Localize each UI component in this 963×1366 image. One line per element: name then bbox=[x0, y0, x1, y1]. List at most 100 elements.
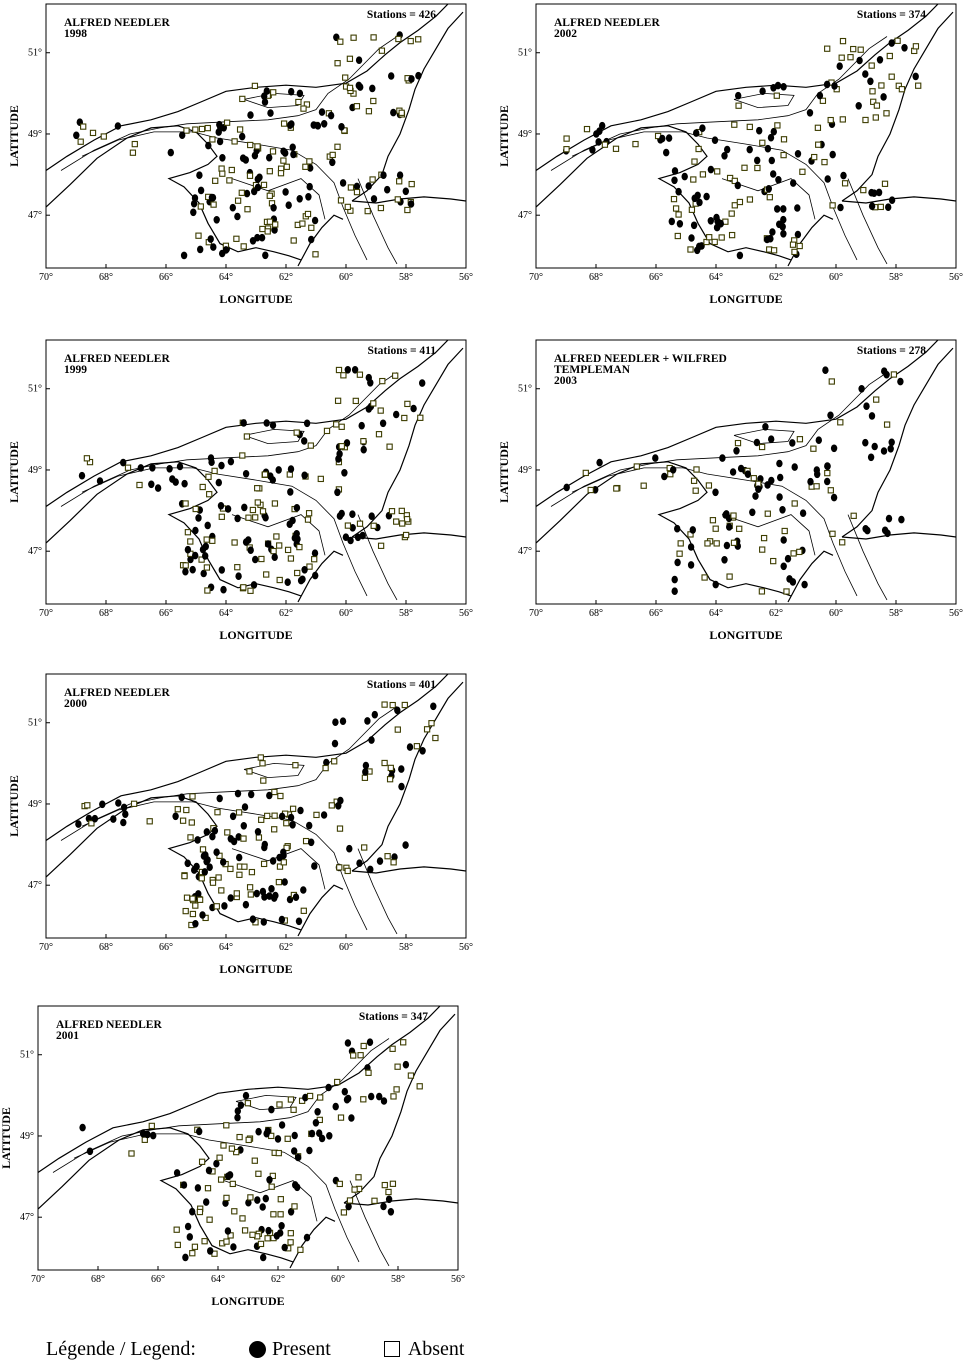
station-absent-marker bbox=[781, 527, 788, 535]
station-present-marker bbox=[380, 1202, 387, 1211]
station-present-marker bbox=[824, 175, 831, 183]
station-present-marker bbox=[756, 126, 763, 135]
station-present-marker bbox=[289, 821, 296, 829]
station-present-marker bbox=[596, 458, 603, 467]
station-absent-marker bbox=[612, 145, 620, 152]
station-present-marker bbox=[768, 156, 775, 165]
isobath-line bbox=[73, 1133, 360, 1263]
station-absent-marker bbox=[270, 1211, 277, 1218]
isobath-line bbox=[847, 514, 888, 601]
station-absent-marker bbox=[746, 123, 753, 131]
station-present-marker bbox=[393, 410, 400, 419]
station-present-marker bbox=[213, 216, 220, 224]
station-present-marker bbox=[314, 1108, 321, 1116]
station-absent-marker bbox=[284, 1135, 291, 1142]
x-tick-label: 66° bbox=[649, 608, 663, 619]
x-tick-label: 60° bbox=[829, 272, 843, 283]
station-present-marker bbox=[674, 558, 681, 567]
station-present-marker bbox=[294, 1183, 301, 1192]
station-present-marker bbox=[182, 567, 189, 576]
station-absent-marker bbox=[890, 371, 898, 378]
station-present-marker bbox=[729, 468, 737, 476]
station-present-marker bbox=[281, 878, 288, 886]
station-absent-marker bbox=[205, 473, 212, 480]
coastline bbox=[536, 125, 792, 261]
station-present-marker bbox=[196, 1127, 203, 1136]
station-absent-marker bbox=[249, 1231, 256, 1238]
station-absent-marker bbox=[750, 475, 757, 482]
station-absent-marker bbox=[313, 811, 320, 819]
station-absent-marker bbox=[711, 238, 718, 246]
station-present-marker bbox=[897, 377, 904, 386]
station-present-marker bbox=[305, 193, 312, 201]
x-tick-label: 66° bbox=[649, 272, 663, 283]
station-present-marker bbox=[871, 442, 878, 451]
station-absent-marker bbox=[735, 102, 742, 109]
station-present-marker bbox=[222, 1199, 229, 1207]
station-absent-marker bbox=[198, 125, 206, 133]
station-present-marker bbox=[339, 179, 347, 187]
station-present-marker bbox=[197, 245, 204, 254]
station-absent-marker bbox=[304, 516, 312, 523]
station-present-marker bbox=[563, 483, 570, 492]
station-present-marker bbox=[767, 133, 775, 142]
station-absent-marker bbox=[259, 760, 266, 767]
station-present-marker bbox=[115, 799, 122, 807]
map-frame bbox=[37, 1005, 459, 1271]
map-frame bbox=[45, 339, 467, 605]
station-present-marker bbox=[194, 1184, 202, 1192]
station-present-marker bbox=[407, 200, 415, 208]
station-present-marker bbox=[209, 832, 216, 841]
station-absent-marker bbox=[770, 557, 777, 565]
station-absent-marker bbox=[728, 231, 736, 239]
station-absent-marker bbox=[670, 195, 678, 203]
y-tick-label: 51° bbox=[28, 718, 42, 729]
station-absent-marker bbox=[827, 116, 834, 124]
x-tick-label: 60° bbox=[339, 272, 353, 283]
station-present-marker bbox=[273, 1232, 280, 1240]
station-present-marker bbox=[254, 175, 261, 183]
station-absent-marker bbox=[912, 43, 920, 50]
station-absent-marker bbox=[239, 1215, 246, 1222]
station-absent-marker bbox=[352, 397, 359, 405]
station-absent-marker bbox=[824, 45, 831, 52]
station-absent-marker bbox=[377, 407, 384, 414]
station-absent-marker bbox=[210, 201, 217, 208]
station-absent-marker bbox=[249, 506, 257, 514]
station-absent-marker bbox=[378, 47, 386, 54]
station-absent-marker bbox=[220, 1142, 227, 1149]
station-present-marker bbox=[213, 1159, 220, 1168]
station-absent-marker bbox=[263, 571, 270, 578]
y-axis-label: LATITUDE bbox=[7, 775, 21, 837]
station-absent-marker bbox=[238, 189, 245, 196]
station-absent-marker bbox=[189, 793, 196, 800]
station-absent-marker bbox=[77, 138, 84, 145]
station-present-marker bbox=[768, 476, 775, 485]
station-absent-marker bbox=[388, 508, 396, 515]
station-present-marker bbox=[789, 578, 797, 586]
station-present-marker bbox=[815, 436, 822, 444]
station-present-marker bbox=[398, 782, 405, 791]
station-present-marker bbox=[364, 717, 371, 725]
station-present-marker bbox=[659, 134, 666, 143]
station-present-marker bbox=[898, 515, 905, 524]
x-tick-label: 64° bbox=[709, 608, 723, 619]
station-present-marker bbox=[822, 366, 829, 374]
station-absent-marker bbox=[258, 816, 265, 823]
station-present-marker bbox=[205, 1166, 213, 1175]
station-absent-marker bbox=[364, 207, 371, 215]
station-present-marker bbox=[91, 814, 99, 823]
station-absent-marker bbox=[260, 777, 267, 784]
station-absent-marker bbox=[726, 573, 733, 580]
station-present-marker bbox=[652, 454, 659, 462]
station-absent-marker bbox=[632, 140, 639, 148]
station-present-marker bbox=[777, 473, 784, 482]
coastline bbox=[297, 884, 344, 937]
station-absent-marker bbox=[233, 235, 240, 242]
x-tick-label: 68° bbox=[99, 272, 113, 283]
x-tick-label: 56° bbox=[451, 1274, 465, 1285]
station-present-marker bbox=[182, 1253, 189, 1262]
station-present-marker bbox=[260, 918, 267, 926]
station-absent-marker bbox=[129, 149, 137, 156]
station-absent-marker bbox=[246, 884, 254, 891]
